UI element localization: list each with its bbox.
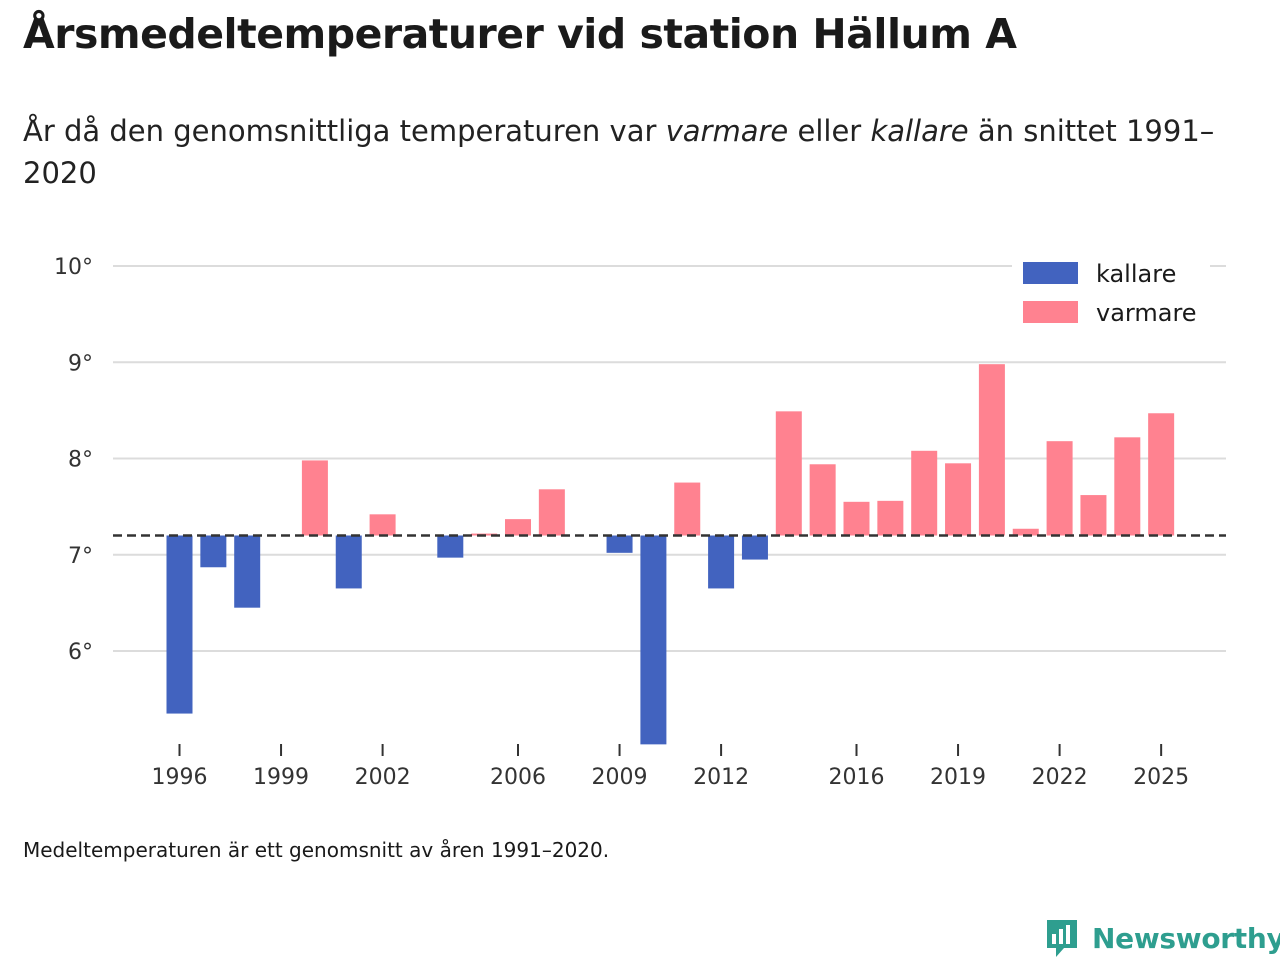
- y-tick-label-6: 6°: [68, 640, 93, 665]
- x-tick-label-2012: 2012: [693, 765, 749, 790]
- bar-2016: [843, 501, 870, 536]
- bar-2011: [674, 482, 701, 536]
- x-tick-label-2002: 2002: [355, 765, 411, 790]
- legend-swatch-varmare: [1023, 301, 1078, 323]
- bar-2019: [945, 463, 972, 536]
- subtitle-part3: än snittet 1991–2020: [23, 114, 1215, 190]
- bar-2009: [606, 535, 633, 553]
- x-tick-label-2016: 2016: [829, 765, 885, 790]
- bar-1998: [234, 535, 261, 608]
- legend-label-kallare: kallare: [1096, 260, 1176, 288]
- x-tick-label-2019: 2019: [930, 765, 986, 790]
- x-tick-label-2009: 2009: [592, 765, 648, 790]
- bar-2025: [1148, 413, 1175, 536]
- axes: 1996 1999 2002 2006 2009 2012 2016 2019 2022 2025: [152, 744, 1189, 790]
- subtitle-part2: eller: [788, 114, 871, 148]
- subtitle-cold-word: kallare: [870, 114, 969, 148]
- legend-swatch-kallare: [1023, 262, 1078, 284]
- chart-subtitle: År då den genomsnittliga temperaturen va…: [23, 110, 1223, 194]
- y-tick-label-10: 10°: [54, 255, 93, 280]
- bar-2001: [335, 535, 362, 589]
- legend: kallare varmare: [1012, 252, 1210, 338]
- subtitle-warm-word: varmare: [665, 114, 789, 148]
- newsworthy-logo-icon: [1047, 920, 1077, 957]
- bar-2020: [978, 364, 1005, 536]
- bar-2000: [301, 460, 328, 536]
- footnote: Medeltemperaturen är ett genomsnitt av å…: [23, 838, 610, 862]
- bar-2006: [505, 519, 531, 536]
- legend-label-varmare: varmare: [1096, 299, 1197, 327]
- x-tick-label-1996: 1996: [152, 765, 208, 790]
- bar-1996: [166, 535, 193, 714]
- bar-2024: [1114, 437, 1141, 536]
- y-tick-label-9: 9°: [68, 351, 93, 376]
- x-tick-label-2025: 2025: [1133, 765, 1189, 790]
- bar-2014: [775, 411, 802, 536]
- bar-chart: 6° 7° 8° 9° 10° 1996 1999 2002 2006 2009 2012 2016…: [54, 252, 1226, 790]
- bar-2004: [437, 535, 464, 558]
- x-tick-label-2006: 2006: [490, 765, 546, 790]
- bar-2007: [538, 489, 565, 536]
- bar-2013: [741, 535, 768, 560]
- y-tick-label-7: 7°: [68, 544, 93, 569]
- bar-2017: [877, 500, 904, 536]
- bar-2012: [708, 535, 735, 589]
- bar-1997: [200, 535, 227, 568]
- y-tick-label-8: 8°: [68, 448, 93, 473]
- bars: [166, 364, 1175, 745]
- bar-2015: [809, 464, 836, 536]
- bar-2022: [1046, 441, 1073, 536]
- bar-2018: [911, 450, 938, 536]
- subtitle-part1: År då den genomsnittliga temperaturen va…: [23, 114, 666, 148]
- brand-logo: Newsworthy: [1044, 916, 1280, 960]
- x-tick-label-1999: 1999: [253, 765, 309, 790]
- x-tick-label-2022: 2022: [1032, 765, 1088, 790]
- brand-name: Newsworthy: [1092, 921, 1280, 955]
- bar-2021: [1012, 528, 1039, 536]
- bar-2010: [640, 535, 667, 745]
- chart-title: Årsmedeltemperaturer vid station Hällum …: [23, 10, 1017, 58]
- bar-2023: [1080, 495, 1107, 536]
- bar-2002: [369, 514, 396, 536]
